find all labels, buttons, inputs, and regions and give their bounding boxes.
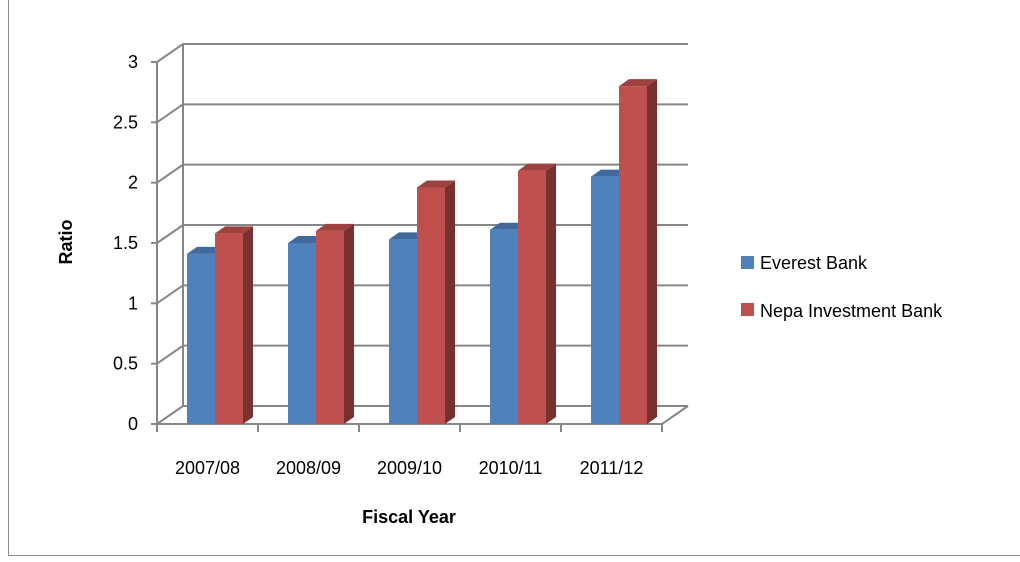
gridline: [156, 43, 688, 63]
bar-front: [490, 229, 518, 424]
bar-front: [215, 233, 243, 424]
y-tick-label: 0.5: [113, 354, 138, 374]
bar: [619, 79, 657, 424]
y-tick-label: 0: [128, 414, 138, 434]
bar-front: [389, 239, 417, 424]
bar-front: [518, 170, 546, 424]
legend-swatch-nepa-investment-bank: [741, 303, 754, 316]
x-axis-title: Fiscal Year: [362, 507, 456, 527]
x-tick-label: 2007/08: [175, 458, 240, 478]
bar: [518, 163, 556, 424]
bars: [187, 79, 657, 424]
bar-top: [417, 180, 455, 188]
legend: Everest Bank Nepa Investment Bank: [741, 253, 943, 321]
y-tick-label: 1: [128, 293, 138, 313]
legend-swatch-everest-bank: [741, 256, 754, 269]
bar-front: [187, 253, 215, 424]
bar-front: [619, 86, 647, 424]
bar-front: [591, 176, 619, 424]
axes: [151, 61, 663, 432]
x-tick-label: 2008/09: [276, 458, 341, 478]
y-tick-label: 2: [128, 173, 138, 193]
chart-frame: [8, 0, 1020, 556]
y-tick-label: 2.5: [113, 112, 138, 132]
x-tick-label: 2009/10: [377, 458, 442, 478]
bar-front: [316, 230, 344, 424]
bar-top: [215, 226, 253, 234]
bar: [417, 180, 455, 424]
legend-label-everest-bank: Everest Bank: [760, 253, 868, 273]
x-tick-labels: 2007/08 2008/09 2009/10 2010/11 2011/12: [175, 458, 643, 478]
bar-front: [417, 187, 445, 424]
y-tick-label: 3: [128, 52, 138, 72]
bar: [215, 226, 253, 424]
x-tick-label: 2011/12: [580, 458, 644, 478]
gridline: [156, 103, 688, 124]
bar-side: [445, 180, 455, 424]
bar-side: [647, 79, 657, 424]
bar-side: [344, 223, 354, 424]
x-tick-label: 2010/11: [479, 458, 543, 478]
bar-top: [316, 223, 354, 231]
legend-label-nepa-investment-bank: Nepa Investment Bank: [760, 301, 943, 321]
bar: [316, 223, 354, 424]
bar-front: [288, 243, 316, 424]
bar-top: [619, 79, 657, 87]
y-axis-title: Ratio: [56, 219, 76, 264]
bar-top: [518, 163, 556, 171]
gridlines: [156, 43, 688, 425]
y-tick-labels: 0 0.5 1 1.5 2 2.5 3: [113, 52, 138, 434]
bar-side: [243, 226, 253, 424]
gridline: [156, 163, 688, 184]
y-tick-label: 1.5: [113, 233, 138, 253]
bar-side: [546, 163, 556, 424]
